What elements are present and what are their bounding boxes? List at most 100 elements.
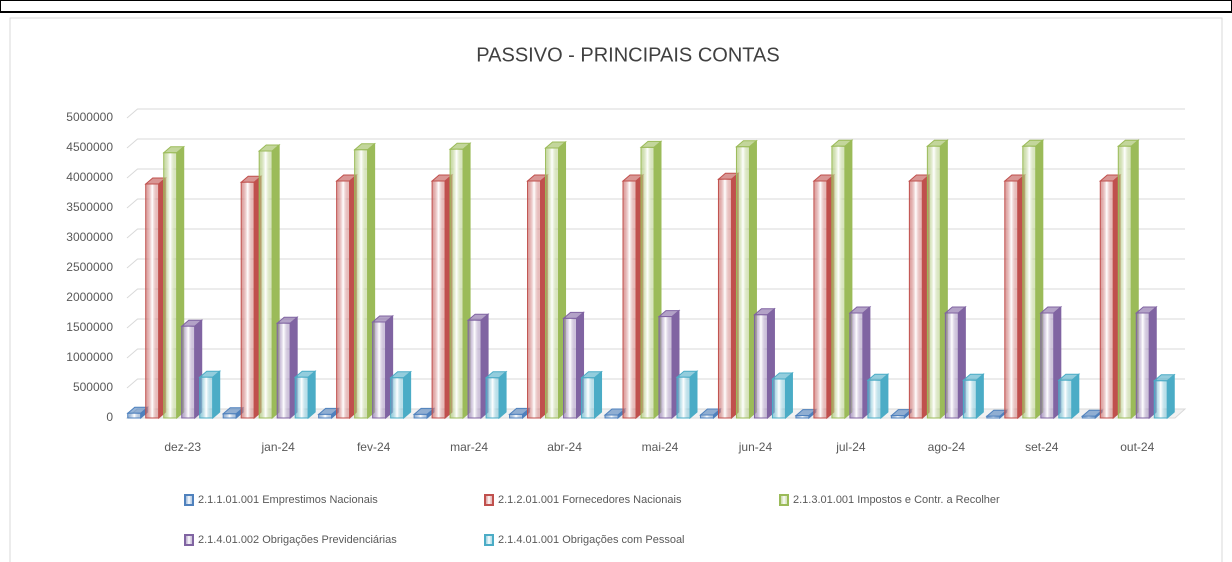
bar-front: [1117, 145, 1132, 419]
bar-front: [658, 316, 673, 419]
bar: [335, 173, 358, 420]
bar: [866, 373, 890, 420]
bar-front: [336, 180, 351, 419]
bar: [353, 142, 376, 420]
bar-front: [163, 152, 178, 419]
bar: [717, 172, 740, 420]
x-tick-label: jan-24: [261, 440, 296, 454]
bar-side: [1166, 373, 1175, 420]
bar-side: [212, 370, 221, 420]
y-tick-label: 2500000: [66, 260, 113, 274]
x-tick-label: fev-24: [357, 440, 391, 454]
bar: [162, 145, 186, 420]
bar-front: [485, 377, 500, 419]
bar-front: [1099, 180, 1114, 419]
top-border: [0, 0, 1232, 13]
grid-line: [126, 138, 1185, 149]
bar: [144, 176, 168, 420]
bar-front: [1004, 180, 1019, 419]
bar-front: [581, 377, 596, 419]
bar-front: [604, 414, 619, 419]
bar: [1116, 139, 1140, 420]
bar: [1039, 305, 1063, 420]
bar-side: [594, 370, 603, 420]
bar-front: [849, 312, 864, 419]
bar: [1134, 305, 1158, 420]
bar-front: [771, 378, 786, 419]
bar-front: [944, 312, 959, 419]
bar-front: [354, 149, 369, 419]
bar-front: [1135, 312, 1150, 419]
bar: [544, 140, 567, 420]
bar-front: [390, 377, 405, 419]
bar: [1021, 139, 1045, 420]
y-tick-label: 0: [106, 410, 113, 424]
bar-front: [735, 146, 750, 419]
y-tick-label: 4500000: [66, 140, 113, 154]
legend-swatch: [779, 494, 789, 506]
bar-front: [145, 183, 160, 419]
bar-front: [240, 181, 255, 419]
bar-front: [467, 319, 482, 419]
x-tick-label: out-24: [1120, 440, 1154, 454]
bar: [430, 173, 454, 420]
bar: [1003, 173, 1027, 420]
y-tick-label: 1000000: [66, 350, 113, 364]
bar-front: [509, 413, 524, 419]
bar-front: [318, 413, 333, 419]
bar: [1152, 373, 1176, 420]
bar-front: [563, 317, 578, 419]
bar: [580, 370, 603, 420]
bar: [639, 140, 663, 420]
bar-front: [449, 148, 464, 419]
y-tick-label: 5000000: [66, 110, 113, 124]
x-tick-label: jul-24: [835, 440, 866, 454]
bar-front: [199, 376, 214, 419]
bar-front: [372, 321, 387, 419]
bar-side: [784, 371, 793, 420]
bar: [526, 173, 549, 420]
bar-front: [908, 180, 923, 419]
grid-line: [126, 108, 1185, 119]
bar: [675, 370, 699, 420]
bar: [389, 370, 412, 420]
bar: [621, 173, 645, 420]
bar-front: [527, 180, 542, 419]
legend-label: 2.1.4.01.002 Obrigações Previdenciárias: [198, 534, 397, 546]
bar-front: [795, 415, 810, 419]
bar: [562, 311, 585, 420]
y-tick-label: 3000000: [66, 230, 113, 244]
bar-front: [127, 412, 142, 419]
y-tick-label: 4000000: [66, 170, 113, 184]
legend-label: 2.1.3.01.001 Impostos e Contr. a Recolhe…: [793, 494, 1000, 506]
bar-front: [676, 376, 691, 419]
bar-front: [753, 314, 768, 419]
bar-front: [181, 325, 196, 419]
legend-swatch: [184, 534, 194, 546]
bar-front: [294, 376, 309, 419]
y-tick-label: 500000: [73, 380, 113, 394]
y-tick-label: 2000000: [66, 290, 113, 304]
bar-side: [689, 370, 698, 420]
bar: [257, 143, 281, 420]
x-tick-label: jun-24: [738, 440, 773, 454]
bar-front: [699, 414, 714, 419]
bar-front: [1040, 312, 1055, 419]
bar-side: [975, 373, 984, 420]
bar: [812, 173, 836, 420]
bar-front: [413, 413, 428, 419]
bar-front: [717, 178, 732, 419]
bar: [1057, 373, 1081, 420]
bar: [198, 370, 222, 420]
bar-front: [962, 379, 977, 419]
x-tick-label: abr-24: [547, 440, 582, 454]
bar-front: [926, 145, 941, 419]
bar-front: [276, 322, 291, 419]
bar: [1098, 173, 1122, 420]
bar-front: [640, 146, 655, 419]
bar: [275, 316, 299, 420]
bar-side: [403, 370, 412, 420]
bar: [508, 407, 531, 420]
bar-front: [867, 379, 882, 419]
